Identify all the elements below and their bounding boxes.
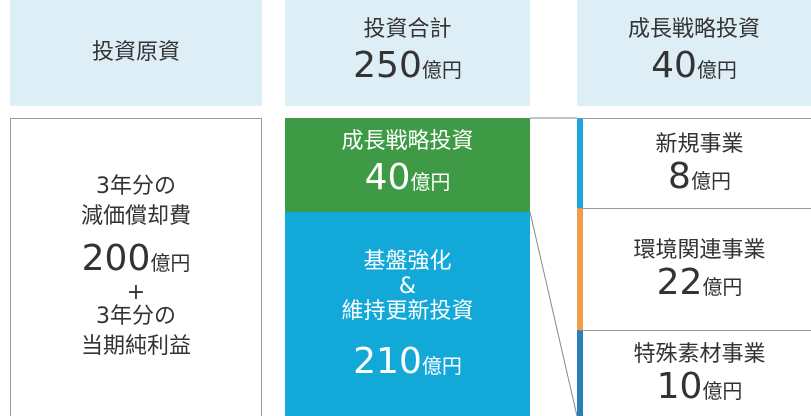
- plus: +: [126, 280, 146, 305]
- amount: 22億円: [657, 264, 743, 304]
- number: 10: [656, 366, 703, 407]
- unit: 億円: [410, 170, 451, 194]
- sources-header: 投資原資: [10, 0, 262, 106]
- unit: 億円: [690, 168, 731, 193]
- title: 投資合計: [363, 17, 452, 42]
- number: 40: [651, 45, 697, 86]
- growth-header: 成長戦略投資 40億円: [577, 0, 811, 106]
- title: 投資原資: [91, 40, 180, 65]
- number: 40: [364, 157, 411, 198]
- number: 200: [81, 238, 151, 279]
- unit: 億円: [421, 354, 462, 378]
- unit: 億円: [696, 58, 737, 82]
- amount: 10億円: [657, 369, 743, 408]
- breakdown-box: 新規事業 8億円: [577, 118, 811, 209]
- amount: 250億円: [353, 45, 462, 91]
- label: 特殊素材事業: [633, 342, 766, 367]
- text: 基盤強化: [363, 249, 452, 274]
- total-header: 投資合計 250億円: [285, 0, 530, 106]
- amount: 8億円: [668, 158, 731, 198]
- number: 210: [353, 341, 422, 382]
- text: 3年分の: [96, 304, 176, 329]
- breakdown-box: 環境関連事業 22億円: [577, 208, 811, 331]
- unit: 億円: [702, 274, 743, 299]
- amount: 40億円: [365, 157, 451, 203]
- text: 減価償却費: [80, 204, 191, 229]
- label: 新規事業: [655, 131, 744, 157]
- unit: 億円: [702, 379, 743, 403]
- text: 当期純利益: [80, 334, 191, 359]
- text: &: [398, 274, 417, 299]
- unit: 億円: [150, 251, 191, 275]
- amount: 200億円: [82, 238, 191, 284]
- title: 成長戦略投資: [627, 17, 760, 42]
- base-box: 基盤強化 & 維持更新投資 210億円: [285, 212, 530, 416]
- number: 8: [668, 155, 691, 197]
- amount: 210億円: [353, 341, 462, 387]
- unit: 億円: [421, 58, 462, 82]
- number: 22: [656, 261, 703, 303]
- text: 3年分の: [96, 174, 176, 199]
- sources-box: 3年分の 減価償却費 200億円 + 3年分の 当期純利益: [10, 118, 262, 416]
- text: 維持更新投資: [341, 299, 474, 324]
- connector: [529, 211, 578, 416]
- label: 環境関連事業: [633, 237, 766, 263]
- breakdown-box: 特殊素材事業 10億円: [577, 330, 811, 416]
- growth-box: 成長戦略投資 40億円: [285, 118, 530, 212]
- number: 250: [353, 45, 422, 86]
- amount: 40億円: [651, 45, 737, 91]
- title: 成長戦略投資: [341, 129, 474, 154]
